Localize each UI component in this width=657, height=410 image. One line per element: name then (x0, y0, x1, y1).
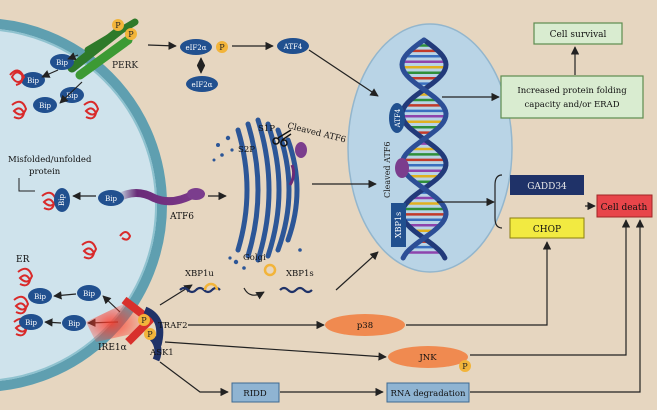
cleaved-atf6-nucleus-label: Cleaved ATF6 (383, 142, 392, 198)
misfolded-protein-tangle-6 (119, 231, 132, 241)
golgi-vesicles (212, 135, 302, 270)
rna-degradation-box: RNA degradation (386, 382, 470, 403)
xbp1u-label: XBP1u (185, 269, 214, 279)
bip-perk-4: Bip (60, 87, 84, 103)
bip-atf6: Bip (98, 190, 124, 206)
svg-text:RIDD: RIDD (243, 389, 267, 399)
svg-text:p38: p38 (357, 321, 373, 331)
svg-text:ATF4: ATF4 (394, 108, 402, 128)
eif2a-unphosphorylated: eIF2α (186, 76, 218, 92)
er-inner-edge (0, 29, 157, 381)
golgi-apparatus (235, 117, 300, 263)
misfolded-protein-tangle-1 (9, 69, 26, 86)
svg-text:GADD34: GADD34 (527, 182, 567, 192)
atf6-label: ATF6 (169, 212, 194, 222)
misfolded-protein-tangle-7 (17, 267, 34, 287)
svg-text:JNK: JNK (418, 353, 437, 363)
svg-text:Bip: Bip (34, 293, 46, 301)
svg-text:P: P (147, 330, 153, 339)
cleaved-atf6-golgi-blob (295, 142, 307, 158)
perk-receptor: P P (67, 18, 139, 80)
svg-text:Bip: Bip (66, 92, 78, 100)
scissors-icon (272, 129, 292, 147)
svg-text:Cell death: Cell death (601, 203, 648, 213)
dna-helix (399, 37, 449, 261)
svg-text:Bip: Bip (83, 290, 95, 298)
cell-death-box: Cell death (596, 194, 653, 218)
misfolded-protein-tangle-5 (81, 240, 98, 260)
bip-perk-3: Bip (33, 97, 57, 113)
svg-text:Bip: Bip (25, 319, 37, 327)
bip-perk-1: Bip (50, 54, 74, 70)
jnk-kinase: JNK P (388, 346, 471, 372)
svg-text:Bip: Bip (39, 102, 51, 110)
svg-text:P: P (462, 362, 468, 371)
spliced-intron (263, 263, 277, 277)
misfolded-protein-tangle-4 (41, 191, 58, 211)
svg-text:Bip: Bip (27, 77, 39, 85)
ridd-box: RIDD (231, 382, 280, 403)
svg-text:Bip: Bip (58, 194, 66, 206)
cleaved-atf6-nucleus-blob (395, 158, 409, 178)
svg-text:Bip: Bip (105, 195, 117, 203)
svg-text:eIF2α: eIF2α (186, 44, 207, 52)
ire1a-receptor: P P (121, 296, 164, 362)
golgi-label: Golgi (243, 253, 266, 263)
atf4-protein: ATF4 (277, 38, 309, 54)
increased-folding-box: Increased protein folding capacity and/o… (500, 75, 644, 119)
xbp1s-mrna (279, 286, 313, 294)
s1p-label: S1P (258, 124, 275, 134)
svg-text:ATF4: ATF4 (283, 43, 303, 51)
p38-kinase: p38 (325, 314, 405, 336)
bip-ire-4: Bip (62, 315, 86, 331)
bip-perk-2: Bip (21, 72, 45, 88)
cell-survival-box: Cell survival (533, 22, 623, 45)
svg-text:P: P (115, 21, 121, 30)
svg-text:protein: protein (29, 167, 61, 177)
svg-text:P: P (141, 316, 147, 325)
bip-ire-1: Bip (28, 288, 52, 304)
svg-text:Cell survival: Cell survival (550, 30, 607, 40)
svg-text:P: P (128, 30, 134, 39)
perk-label: PERK (112, 61, 138, 71)
er-label: ER (16, 255, 30, 265)
svg-text:eIF2α: eIF2α (192, 81, 213, 89)
phospho-p-perk-2 (125, 28, 137, 40)
misfolded-protein-label: Misfolded/unfolded (8, 155, 92, 165)
ask1-label: ASK1 (149, 348, 174, 358)
gadd34-box: GADD34 (510, 175, 584, 195)
svg-text:Increased protein folding: Increased protein folding (517, 86, 627, 96)
svg-text:RNA degradation: RNA degradation (391, 389, 466, 399)
misfolded-protein-tangle-3 (83, 100, 100, 120)
xbp1s-nucleus-box: XBP1s (391, 203, 406, 247)
bip-misfolded: Bip (54, 188, 70, 212)
ire1a-label: IRE1α (98, 343, 127, 353)
xbp1s-label: XBP1s (286, 269, 314, 279)
svg-text:XBP1s: XBP1s (394, 212, 403, 238)
svg-text:CHOP: CHOP (533, 225, 561, 235)
atf4-nucleus: ATF4 (389, 103, 405, 133)
phospho-p-perk-1 (112, 19, 124, 31)
traf2-label: TRAF2 (158, 321, 188, 331)
s2p-label: S2P (238, 145, 255, 155)
svg-text:Bip: Bip (68, 320, 80, 328)
chop-box: CHOP (509, 217, 585, 239)
eif2a-phosphorylated: eIF2α P (180, 39, 228, 55)
bip-ire-3: Bip (19, 314, 43, 330)
misfolded-protein-tangle-2 (11, 100, 28, 120)
svg-text:Bip: Bip (56, 59, 68, 67)
svg-text:P: P (219, 43, 225, 52)
misfolded-protein-tangle-8 (13, 295, 30, 315)
atf6-ribbon (114, 189, 198, 206)
svg-text:capacity and/or ERAD: capacity and/or ERAD (524, 100, 619, 110)
bip-ire-2: Bip (77, 285, 101, 301)
xbp1u-mrna (179, 286, 221, 294)
